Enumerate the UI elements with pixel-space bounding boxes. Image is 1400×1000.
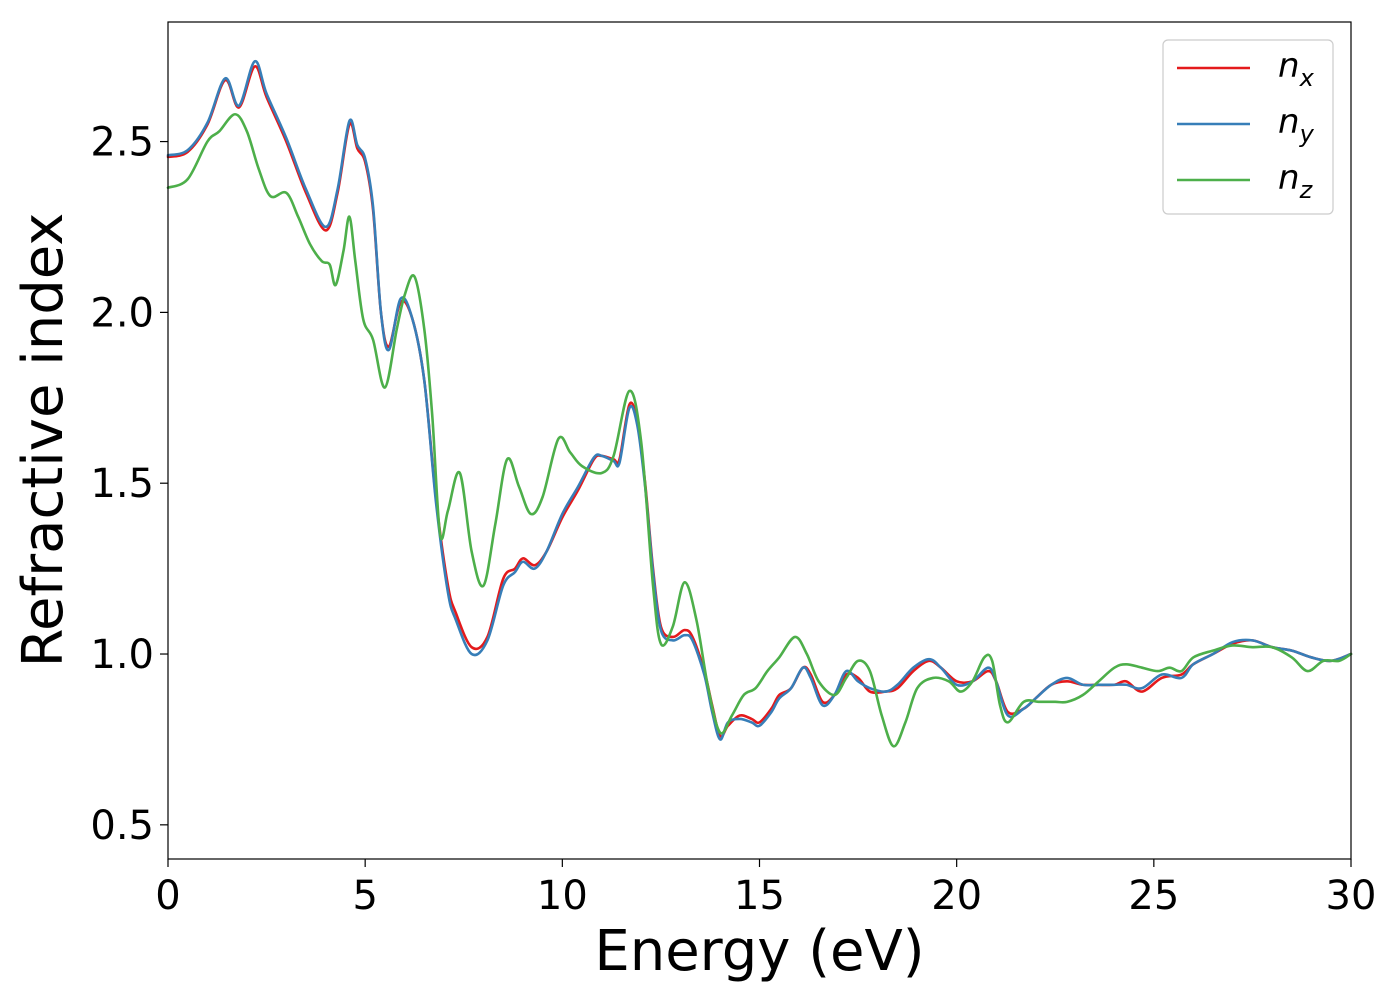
x-tick-label: 15 [734,873,785,919]
legend-box [1162,39,1334,215]
y-tick-label: 1.5 [90,461,154,507]
legend: nx ny nz [1162,39,1334,215]
y-tick-label: 0.5 [90,803,154,849]
legend-label-x: nx [1278,46,1315,92]
x-axis-ticks: 0 5 10 15 20 25 30 [155,859,1376,919]
x-tick-label: 10 [537,873,588,919]
legend-label-z: nz [1278,158,1314,204]
x-tick-label: 25 [1128,873,1179,919]
series-layer [166,59,1353,748]
y-axis-ticks: 0.5 1.0 1.5 2.0 2.5 [90,120,168,849]
x-tick-label: 0 [155,873,180,919]
y-axis-label: Refractive index [11,213,76,668]
x-axis-label: Energy (eV) [594,919,924,984]
x-tick-label: 20 [931,873,982,919]
y-tick-label: 2.0 [90,290,154,336]
y-tick-label: 1.0 [90,632,154,678]
x-tick-label: 30 [1326,873,1377,919]
y-tick-label: 2.5 [90,120,154,166]
x-tick-label: 5 [352,873,377,919]
series-line-z [166,112,1353,748]
legend-label-y: ny [1278,102,1315,148]
